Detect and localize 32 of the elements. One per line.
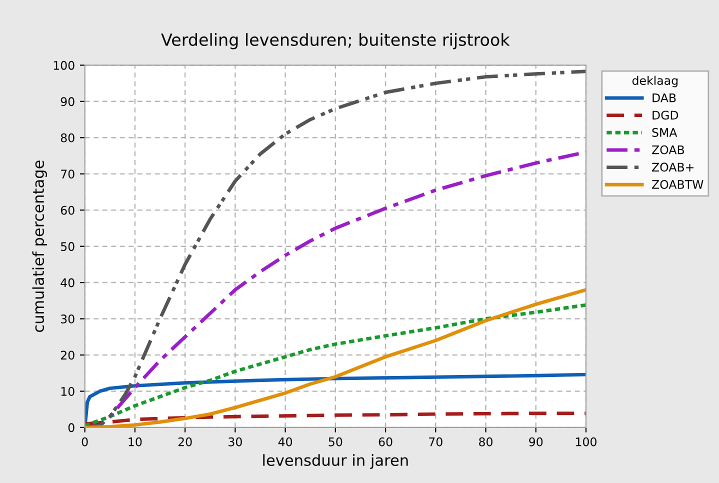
y-tick-label: 10 — [61, 386, 74, 396]
x-tick-label: 60 — [378, 437, 392, 446]
y-tick-label: 20 — [60, 350, 74, 360]
legend-label: DGD — [652, 110, 678, 120]
y-tick-label: 100 — [54, 60, 74, 70]
legend-label: ZOAB — [652, 145, 684, 154]
y-tick-label: 0 — [68, 423, 74, 432]
y-tick-label: 40 — [60, 278, 74, 288]
x-tick-label: 10 — [128, 437, 142, 446]
x-tick-label: 100 — [576, 437, 596, 446]
y-tick-label: 80 — [60, 133, 74, 142]
y-tick-label: 90 — [60, 97, 74, 106]
x-tick-label: 20 — [178, 437, 192, 446]
x-tick-label: 80 — [479, 437, 492, 446]
legend-label: SMA — [652, 128, 678, 137]
x-tick-label: 50 — [328, 437, 342, 446]
legend-title: deklaag — [632, 76, 678, 88]
x-tick-label: 0 — [82, 437, 88, 446]
y-tick-label: 30 — [60, 314, 74, 324]
chart-title: Verdeling levensduren; buitenste rijstrook — [161, 33, 510, 50]
y-tick-label: 60 — [60, 206, 74, 215]
y-tick-label: 70 — [61, 170, 74, 179]
y-axis-title: cumulatief percentage — [32, 160, 48, 332]
x-tick-label: 30 — [228, 437, 242, 446]
x-axis-title: levensduur in jaren — [263, 454, 408, 469]
legend-label: ZOABTW — [652, 180, 704, 189]
x-tick-label: 90 — [529, 437, 543, 446]
x-tick-label: 40 — [278, 437, 292, 446]
y-tick-label: 50 — [61, 242, 74, 251]
x-tick-label: 70 — [429, 437, 442, 446]
legend-label: ZOAB+ — [652, 162, 694, 172]
legend-label: DAB — [652, 94, 676, 102]
